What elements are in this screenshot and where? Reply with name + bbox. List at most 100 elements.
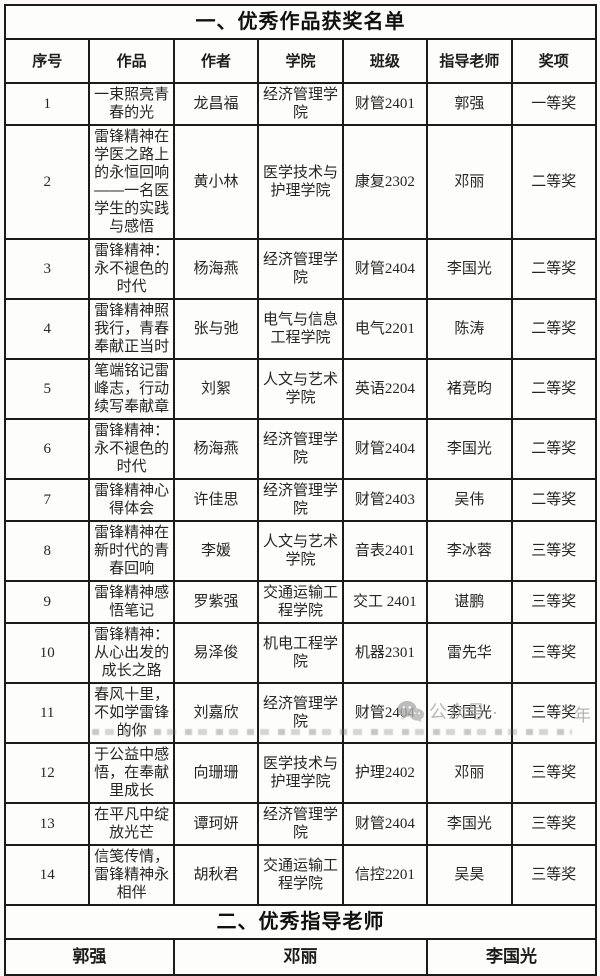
cell-author: 杨海燕 [172, 418, 260, 480]
cell-no: 3 [3, 238, 91, 300]
table-row: 12 于公益中感悟，在奉献里成长 向珊珊 医学技术与护理学院 护理2402 邓丽 三等奖 [3, 742, 598, 804]
table-row: 5 笔端铭记雷峰志，行动续写奉献章 刘絮 人文与艺术学院 英语2204 褚竞昀 二等奖 [3, 358, 598, 420]
awards-table-body: 1 一束照亮青春的光 龙昌福 经济管理学院 财管2401 郭强 一等奖 2 雷锋精神在学医之路上… [3, 82, 598, 906]
cell-award: 三等奖 [510, 520, 598, 582]
cell-author: 杨海燕 [172, 238, 260, 300]
cell-no: 7 [3, 478, 91, 522]
cell-college: 电气与信息工程学院 [257, 298, 344, 360]
cell-college: 经济管理学院 [257, 82, 344, 126]
column-header-6: 奖项 [510, 38, 598, 84]
cell-work: 一束照亮青春的光 [88, 82, 175, 126]
cell-work: 雷锋精神照我行，青春奉献正当时 [88, 298, 175, 360]
table-row: 3 雷锋精神：永不褪色的时代 杨海燕 经济管理学院 财管2404 李国光 二等奖 [3, 238, 598, 300]
cell-author: 龙昌福 [172, 82, 260, 126]
cell-work: 信笺传情，雷锋精神永相伴 [88, 844, 175, 906]
cell-class: 财管2404 [341, 418, 429, 480]
column-header-0: 序号 [3, 38, 91, 84]
cell-teacher: 吴昊 [426, 844, 513, 906]
cell-no: 10 [3, 622, 91, 684]
cell-author: 易泽俊 [172, 622, 260, 684]
cell-no: 13 [3, 802, 91, 846]
table-row: 8 雷锋精神在新时代的青春回响 李媛 人文与艺术学院 音表2401 李冰蓉 三等奖 [3, 520, 598, 582]
cell-no: 14 [3, 844, 91, 906]
awards-table: 一、优秀作品获奖名单 序号 作品 作者 学院 班级 指导老师 奖项 1 一束照亮青春的光 龙昌福… [3, 4, 598, 976]
cell-author: 黄小林 [172, 124, 260, 240]
cell-class: 电气2201 [341, 298, 429, 360]
cell-teacher: 邓丽 [426, 124, 513, 240]
cell-college: 交通运输工程学院 [257, 844, 344, 906]
teacher-name: 李国光 [426, 938, 597, 976]
cell-award: 三等奖 [510, 580, 598, 624]
table-header-row: 序号 作品 作者 学院 班级 指导老师 奖项 [3, 38, 598, 84]
cell-teacher: 谌鹏 [426, 580, 513, 624]
column-header-3: 学院 [257, 38, 344, 84]
cell-class: 财管2401 [341, 82, 429, 126]
cell-class: 护理2402 [341, 742, 429, 804]
section1-title-row: 一、优秀作品获奖名单 [4, 4, 597, 40]
table-row: 7 雷锋精神心得体会 许佳思 经济管理学院 财管2403 吴伟 二等奖 [3, 478, 598, 522]
cell-award: 三等奖 [510, 844, 598, 906]
teacher-name: 郭强 [4, 938, 175, 976]
cell-work: 雷锋精神心得体会 [88, 478, 175, 522]
cell-class: 财管2404 [341, 238, 429, 300]
cell-class: 英语2204 [341, 358, 429, 420]
cell-award: 三等奖 [510, 742, 598, 804]
cell-teacher: 郭强 [426, 82, 513, 126]
award-list-page: 一、优秀作品获奖名单 序号 作品 作者 学院 班级 指导老师 奖项 1 一束照亮青春的光 龙昌福… [3, 4, 598, 976]
cell-award: 三等奖 [510, 802, 598, 846]
cell-work: 于公益中感悟，在奉献里成长 [88, 742, 175, 804]
cell-work: 雷锋精神：永不褪色的时代 [88, 418, 175, 480]
cell-college: 人文与艺术学院 [257, 358, 344, 420]
cell-work: 雷锋精神在学医之路上的永恒回响——一名医学生的实践与感悟 [88, 124, 175, 240]
cell-teacher: 褚竞昀 [426, 358, 513, 420]
cell-author: 许佳思 [172, 478, 260, 522]
cell-class: 财管2404 [341, 802, 429, 846]
cell-award: 二等奖 [510, 478, 598, 522]
cell-no: 5 [3, 358, 91, 420]
cell-work: 春风十里，不如学雷锋的你 [88, 682, 175, 744]
table-row: 2 雷锋精神在学医之路上的永恒回响——一名医学生的实践与感悟 黄小林 医学技术与护理学… [3, 124, 598, 240]
cell-teacher: 李冰蓉 [426, 520, 513, 582]
cell-teacher: 雷先华 [426, 622, 513, 684]
cell-college: 医学技术与护理学院 [257, 742, 344, 804]
cell-class: 交工 2401 [341, 580, 429, 624]
cutoff-text-strip [92, 729, 572, 735]
cell-work: 雷锋精神在新时代的青春回响 [88, 520, 175, 582]
cell-author: 谭珂妍 [172, 802, 260, 846]
cell-author: 张与弛 [172, 298, 260, 360]
table-row: 9 雷锋精神感悟笔记 罗紫强 交通运输工程学院 交工 2401 谌鹏 三等奖 [3, 580, 598, 624]
cell-work: 在平凡中绽放光芒 [88, 802, 175, 846]
cell-work: 笔端铭记雷峰志，行动续写奉献章 [88, 358, 175, 420]
table-row: 14 信笺传情，雷锋精神永相伴 胡秋君 交通运输工程学院 信控2201 吴昊 三等奖 [3, 844, 598, 906]
cell-class: 信控2201 [341, 844, 429, 906]
cell-class: 财管2403 [341, 478, 429, 522]
cell-college: 经济管理学院 [257, 802, 344, 846]
table-row: 1 一束照亮青春的光 龙昌福 经济管理学院 财管2401 郭强 一等奖 [3, 82, 598, 126]
cell-no: 9 [3, 580, 91, 624]
excellent-teachers-row: 郭强 邓丽 李国光 [4, 938, 597, 976]
cell-work: 雷锋精神：永不褪色的时代 [88, 238, 175, 300]
cell-college: 经济管理学院 [257, 478, 344, 522]
cell-award: 一等奖 [510, 82, 598, 126]
cell-teacher: 李国光 [426, 238, 513, 300]
cell-award: 二等奖 [510, 298, 598, 360]
cell-teacher: 吴伟 [426, 478, 513, 522]
cell-teacher: 李国光 [426, 802, 513, 846]
cell-college: 人文与艺术学院 [257, 520, 344, 582]
cell-class: 康复2302 [341, 124, 429, 240]
cell-award: 二等奖 [510, 238, 598, 300]
column-header-4: 班级 [341, 38, 429, 84]
cell-no: 2 [3, 124, 91, 240]
cell-class: 音表2401 [341, 520, 429, 582]
table-row: 13 在平凡中绽放光芒 谭珂妍 经济管理学院 财管2404 李国光 三等奖 [3, 802, 598, 846]
table-row: 6 雷锋精神：永不褪色的时代 杨海燕 经济管理学院 财管2404 李国光 二等奖 [3, 418, 598, 480]
section2-title-row: 二、优秀指导老师 [4, 904, 597, 940]
cell-teacher: 李国光 [426, 418, 513, 480]
cell-author: 罗紫强 [172, 580, 260, 624]
cell-no: 11 [3, 682, 91, 744]
cell-college: 经济管理学院 [257, 682, 344, 744]
cell-no: 4 [3, 298, 91, 360]
table-row: 10 雷锋精神：从心出发的成长之路 易泽俊 机电工程学院 机器2301 雷先华 三等奖 [3, 622, 598, 684]
cell-college: 交通运输工程学院 [257, 580, 344, 624]
cell-work: 雷锋精神：从心出发的成长之路 [88, 622, 175, 684]
